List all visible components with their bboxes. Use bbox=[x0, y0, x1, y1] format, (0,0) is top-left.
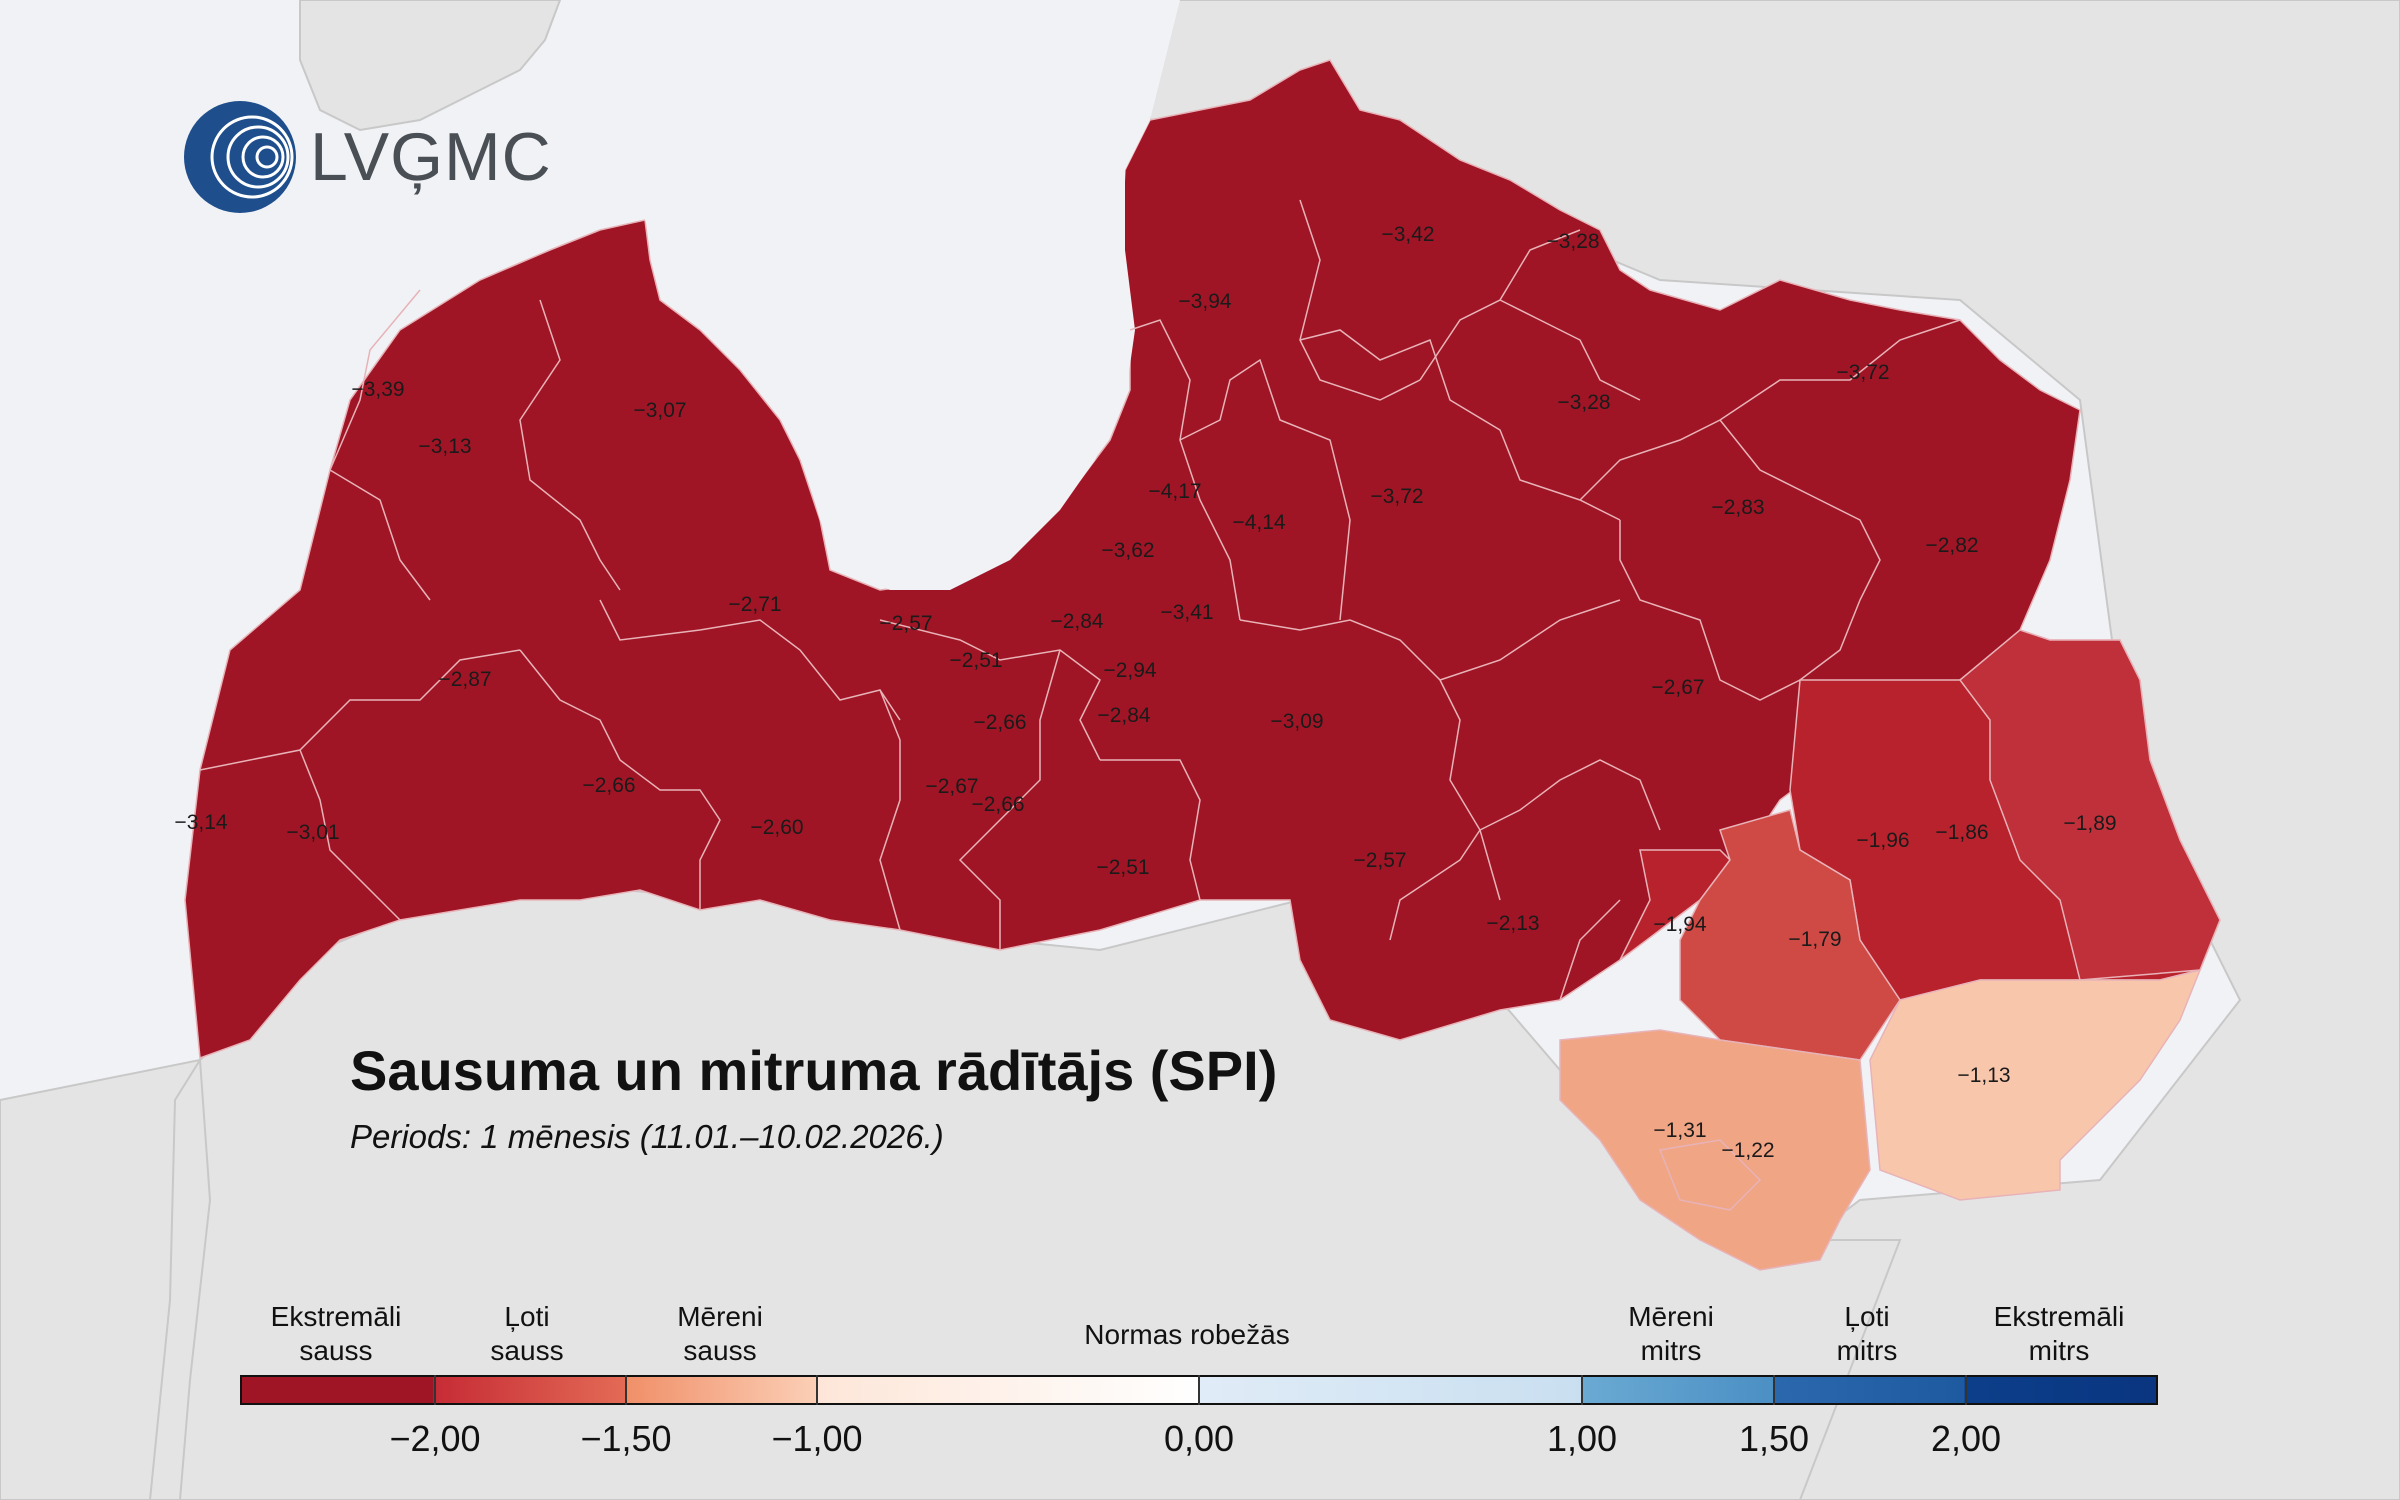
region-value: −2,13 bbox=[1486, 912, 1540, 935]
legend-caption-normal: Normas robežās bbox=[1084, 1319, 1290, 1350]
region-value: −2,66 bbox=[973, 711, 1027, 734]
region-value: −4,14 bbox=[1232, 511, 1286, 534]
map-title: Sausuma un mitruma rādītājs (SPI) bbox=[350, 1039, 1278, 1102]
region-value: −1,79 bbox=[1788, 928, 1842, 951]
region-value: −3,94 bbox=[1178, 290, 1232, 313]
legend-tick: 1,00 bbox=[1546, 1418, 1618, 1459]
region-value: −2,67 bbox=[925, 775, 979, 798]
region-value: −1,31 bbox=[1653, 1119, 1707, 1142]
region-value: −3,28 bbox=[1557, 391, 1611, 414]
legend-caption-extreme-dry: Ekstremāli sauss bbox=[270, 1301, 402, 1366]
region-value: −1,96 bbox=[1856, 829, 1910, 852]
legend-caption-very-wet: Ļoti mitrs bbox=[1836, 1301, 1898, 1366]
land-curonian-spit bbox=[148, 1056, 212, 1500]
region-value: −3,09 bbox=[1270, 710, 1324, 733]
legend-caption-very-dry: Ļoti sauss bbox=[490, 1301, 564, 1366]
region-value: −2,57 bbox=[1353, 849, 1407, 872]
region-value: −3,72 bbox=[1370, 485, 1424, 508]
legend-tick: −2,00 bbox=[389, 1418, 481, 1459]
region-value: −1,89 bbox=[2063, 812, 2117, 835]
region-value: −3,41 bbox=[1160, 601, 1214, 624]
lvgmc-logo-icon bbox=[184, 101, 296, 213]
legend-divider bbox=[434, 1375, 436, 1405]
legend-tick: 1,50 bbox=[1738, 1418, 1810, 1459]
legend-tick: 2,00 bbox=[1930, 1418, 2002, 1459]
region-value: −2,71 bbox=[728, 593, 782, 616]
region-ludza bbox=[1958, 629, 2221, 981]
region-value: −2,67 bbox=[1651, 676, 1705, 699]
latvia-extreme-dry-area bbox=[184, 59, 2081, 1060]
region-value: −1,86 bbox=[1935, 821, 1989, 844]
region-kraslava bbox=[1869, 968, 2202, 1201]
legend-caption-moderate-dry: Mēreni sauss bbox=[677, 1301, 763, 1366]
region-value: −3,39 bbox=[351, 378, 405, 401]
region-value: −2,60 bbox=[750, 816, 804, 839]
legend-divider bbox=[816, 1375, 818, 1405]
region-value: −3,13 bbox=[418, 435, 472, 458]
region-value: −2,51 bbox=[1096, 856, 1150, 879]
region-value: −1,13 bbox=[1957, 1064, 2011, 1087]
legend-divider bbox=[625, 1375, 627, 1405]
legend-divider bbox=[1965, 1375, 1967, 1405]
legend-tick: −1,00 bbox=[771, 1418, 863, 1459]
gulf-of-riga bbox=[600, 0, 1180, 590]
region-value: −4,17 bbox=[1148, 480, 1202, 503]
legend-tick: 0,00 bbox=[1163, 1418, 1235, 1459]
logo-text: LVĢMC bbox=[310, 119, 552, 195]
municipal-borders bbox=[199, 199, 1961, 1001]
region-value: −2,87 bbox=[438, 668, 492, 691]
region-value: −2,84 bbox=[1097, 704, 1151, 727]
region-value: −2,51 bbox=[949, 649, 1003, 672]
legend-divider bbox=[1198, 1375, 1200, 1405]
region-value: −2,66 bbox=[582, 774, 636, 797]
legend-tick: −1,50 bbox=[580, 1418, 672, 1459]
region-value: −2,66 bbox=[971, 793, 1025, 816]
region-value: −1,94 bbox=[1653, 913, 1707, 936]
region-value: −3,14 bbox=[174, 811, 228, 834]
region-daugavpils-city bbox=[1658, 1139, 1762, 1211]
region-value: −2,94 bbox=[1103, 659, 1157, 682]
region-value: −3,72 bbox=[1836, 361, 1890, 384]
region-value: −1,22 bbox=[1721, 1139, 1775, 1162]
legend-caption-extreme-wet: Ekstremāli mitrs bbox=[1993, 1301, 2125, 1366]
land-saaremaa bbox=[299, 0, 562, 132]
legend-caption-moderate-wet: Mēreni mitrs bbox=[1628, 1301, 1714, 1366]
region-value: −2,57 bbox=[879, 612, 933, 635]
region-value: −2,82 bbox=[1925, 534, 1979, 557]
region-value: −3,42 bbox=[1381, 223, 1435, 246]
region-value: −3,62 bbox=[1101, 539, 1155, 562]
region-value: −2,84 bbox=[1050, 610, 1104, 633]
region-value: −3,01 bbox=[286, 821, 340, 844]
map-subtitle: Periods: 1 mēnesis (11.01.–10.02.2026.) bbox=[350, 1118, 944, 1155]
region-value: −3,07 bbox=[633, 399, 687, 422]
region-value: −2,83 bbox=[1711, 496, 1765, 519]
region-livani bbox=[1619, 849, 1731, 961]
legend-divider bbox=[1773, 1375, 1775, 1405]
region-value: −3,28 bbox=[1546, 230, 1600, 253]
legend-divider bbox=[1581, 1375, 1583, 1405]
